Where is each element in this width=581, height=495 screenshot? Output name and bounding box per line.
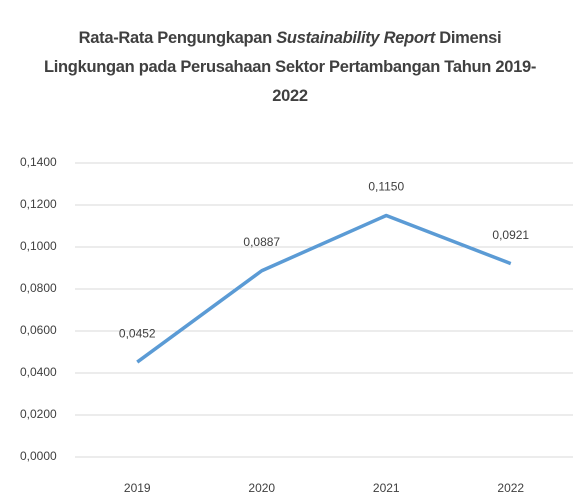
y-tick-label: 0,1000 (20, 239, 57, 253)
title-part: Sustainability Report (276, 29, 435, 47)
x-tick-label: 2019 (124, 481, 151, 495)
data-label: 0,0887 (243, 235, 280, 249)
data-label: 0,0921 (492, 228, 529, 242)
y-tick-label: 0,0400 (20, 365, 57, 379)
y-tick-label: 0,0200 (20, 407, 57, 421)
x-tick-label: 2021 (373, 481, 400, 495)
title-part: Rata-Rata Pengungkapan (78, 29, 277, 47)
chart-title: Rata-Rata Pengungkapan Sustainability Re… (40, 24, 540, 111)
data-line (136, 213, 512, 364)
y-tick-label: 0,0800 (20, 281, 57, 295)
y-tick-label: 0,1200 (20, 197, 57, 211)
x-tick-label: 2022 (497, 481, 524, 495)
y-tick-label: 0,1400 (20, 155, 57, 169)
title-part: Dimensi Lingkungan pada Perusahaan Sekto… (43, 29, 537, 105)
y-tick-label: 0,0600 (20, 323, 57, 337)
data-label: 0,1150 (368, 180, 404, 194)
x-tick-label: 2020 (248, 481, 275, 495)
data-label: 0,0452 (119, 326, 156, 340)
y-tick-label: 0,0000 (20, 449, 57, 463)
